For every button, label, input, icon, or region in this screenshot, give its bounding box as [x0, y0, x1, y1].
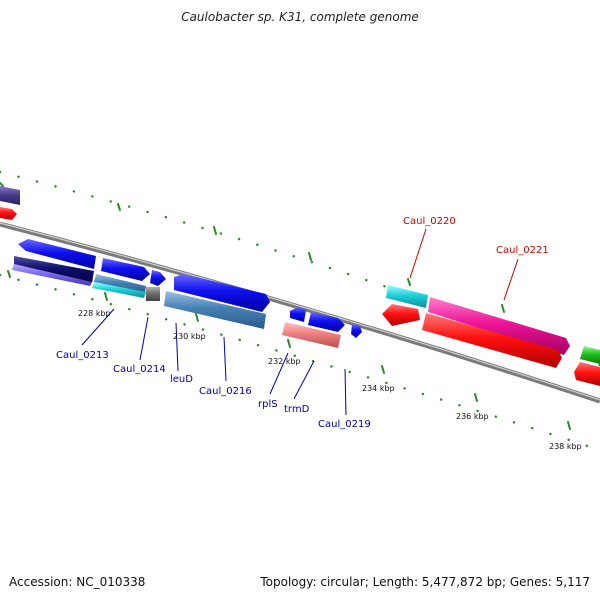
outer-tick-ring [0, 170, 600, 367]
gene-arrow-steel-small [94, 274, 146, 293]
gene-arrow-steel [164, 291, 266, 329]
scale-label-232: 232 kbp [268, 357, 301, 366]
gene-arrow-navy [14, 256, 94, 283]
gene-label-caul-0220: Caul_0220 [403, 216, 456, 227]
gene-label-caul-0219: Caul_0219 [318, 419, 371, 430]
feature-left-edge-red [0, 207, 17, 220]
gene-arrow-caul-0213-fwd [18, 239, 96, 269]
feature-left-edge-slate [0, 186, 20, 205]
gene-box-gray [146, 287, 160, 301]
scale-label-236: 236 kbp [456, 412, 489, 421]
gene-arrow-red-2 [422, 313, 562, 368]
genome-summary-text: Topology: circular; Length: 5,477,872 bp… [260, 575, 590, 589]
label-leader-lines [81, 228, 519, 416]
gene-arrow-fwd-4 [174, 274, 270, 312]
gene-arrow-leud-fwd [150, 270, 166, 286]
gene-arrow-red-right [574, 362, 600, 386]
scale-label-238: 238 kbp [549, 442, 582, 451]
gene-arrow-cyan [92, 282, 146, 298]
gene-arrow-fwd-5 [290, 307, 306, 322]
gene-label-rpls: rplS [258, 399, 278, 410]
scale-label-234: 234 kbp [362, 384, 395, 393]
gene-arrow-caul-0214-fwd [101, 258, 150, 281]
gene-label-caul-0216: Caul_0216 [199, 386, 252, 397]
gene-arrow-slate [12, 264, 92, 286]
scale-label-230: 230 kbp [173, 332, 206, 341]
gene-label-trmd: trmD [284, 404, 310, 415]
gene-arrow-caul-0221-pink [428, 297, 570, 355]
genome-backbone [0, 221, 600, 404]
map-title: Caulobacter sp. K31, complete genome [181, 10, 419, 24]
gene-arrow-salmon [282, 322, 341, 348]
gene-arrow-red-1 [382, 304, 420, 326]
accession-text: Accession: NC_010338 [9, 575, 146, 589]
gene-arrow-caul-0220-cyan [386, 285, 428, 308]
gene-arrow-fwd-7 [351, 324, 362, 338]
gene-label-caul-0214: Caul_0214 [113, 364, 166, 375]
gene-label-caul-0221: Caul_0221 [496, 245, 549, 256]
gene-label-caul-0213: Caul_0213 [56, 350, 109, 361]
inner-tick-ring [0, 270, 600, 452]
gene-arrow-fwd-6 [308, 312, 345, 332]
scale-label-228: 228 kbp [78, 309, 111, 318]
gene-label-leud: leuD [170, 374, 193, 385]
gene-arrow-green [580, 346, 600, 364]
